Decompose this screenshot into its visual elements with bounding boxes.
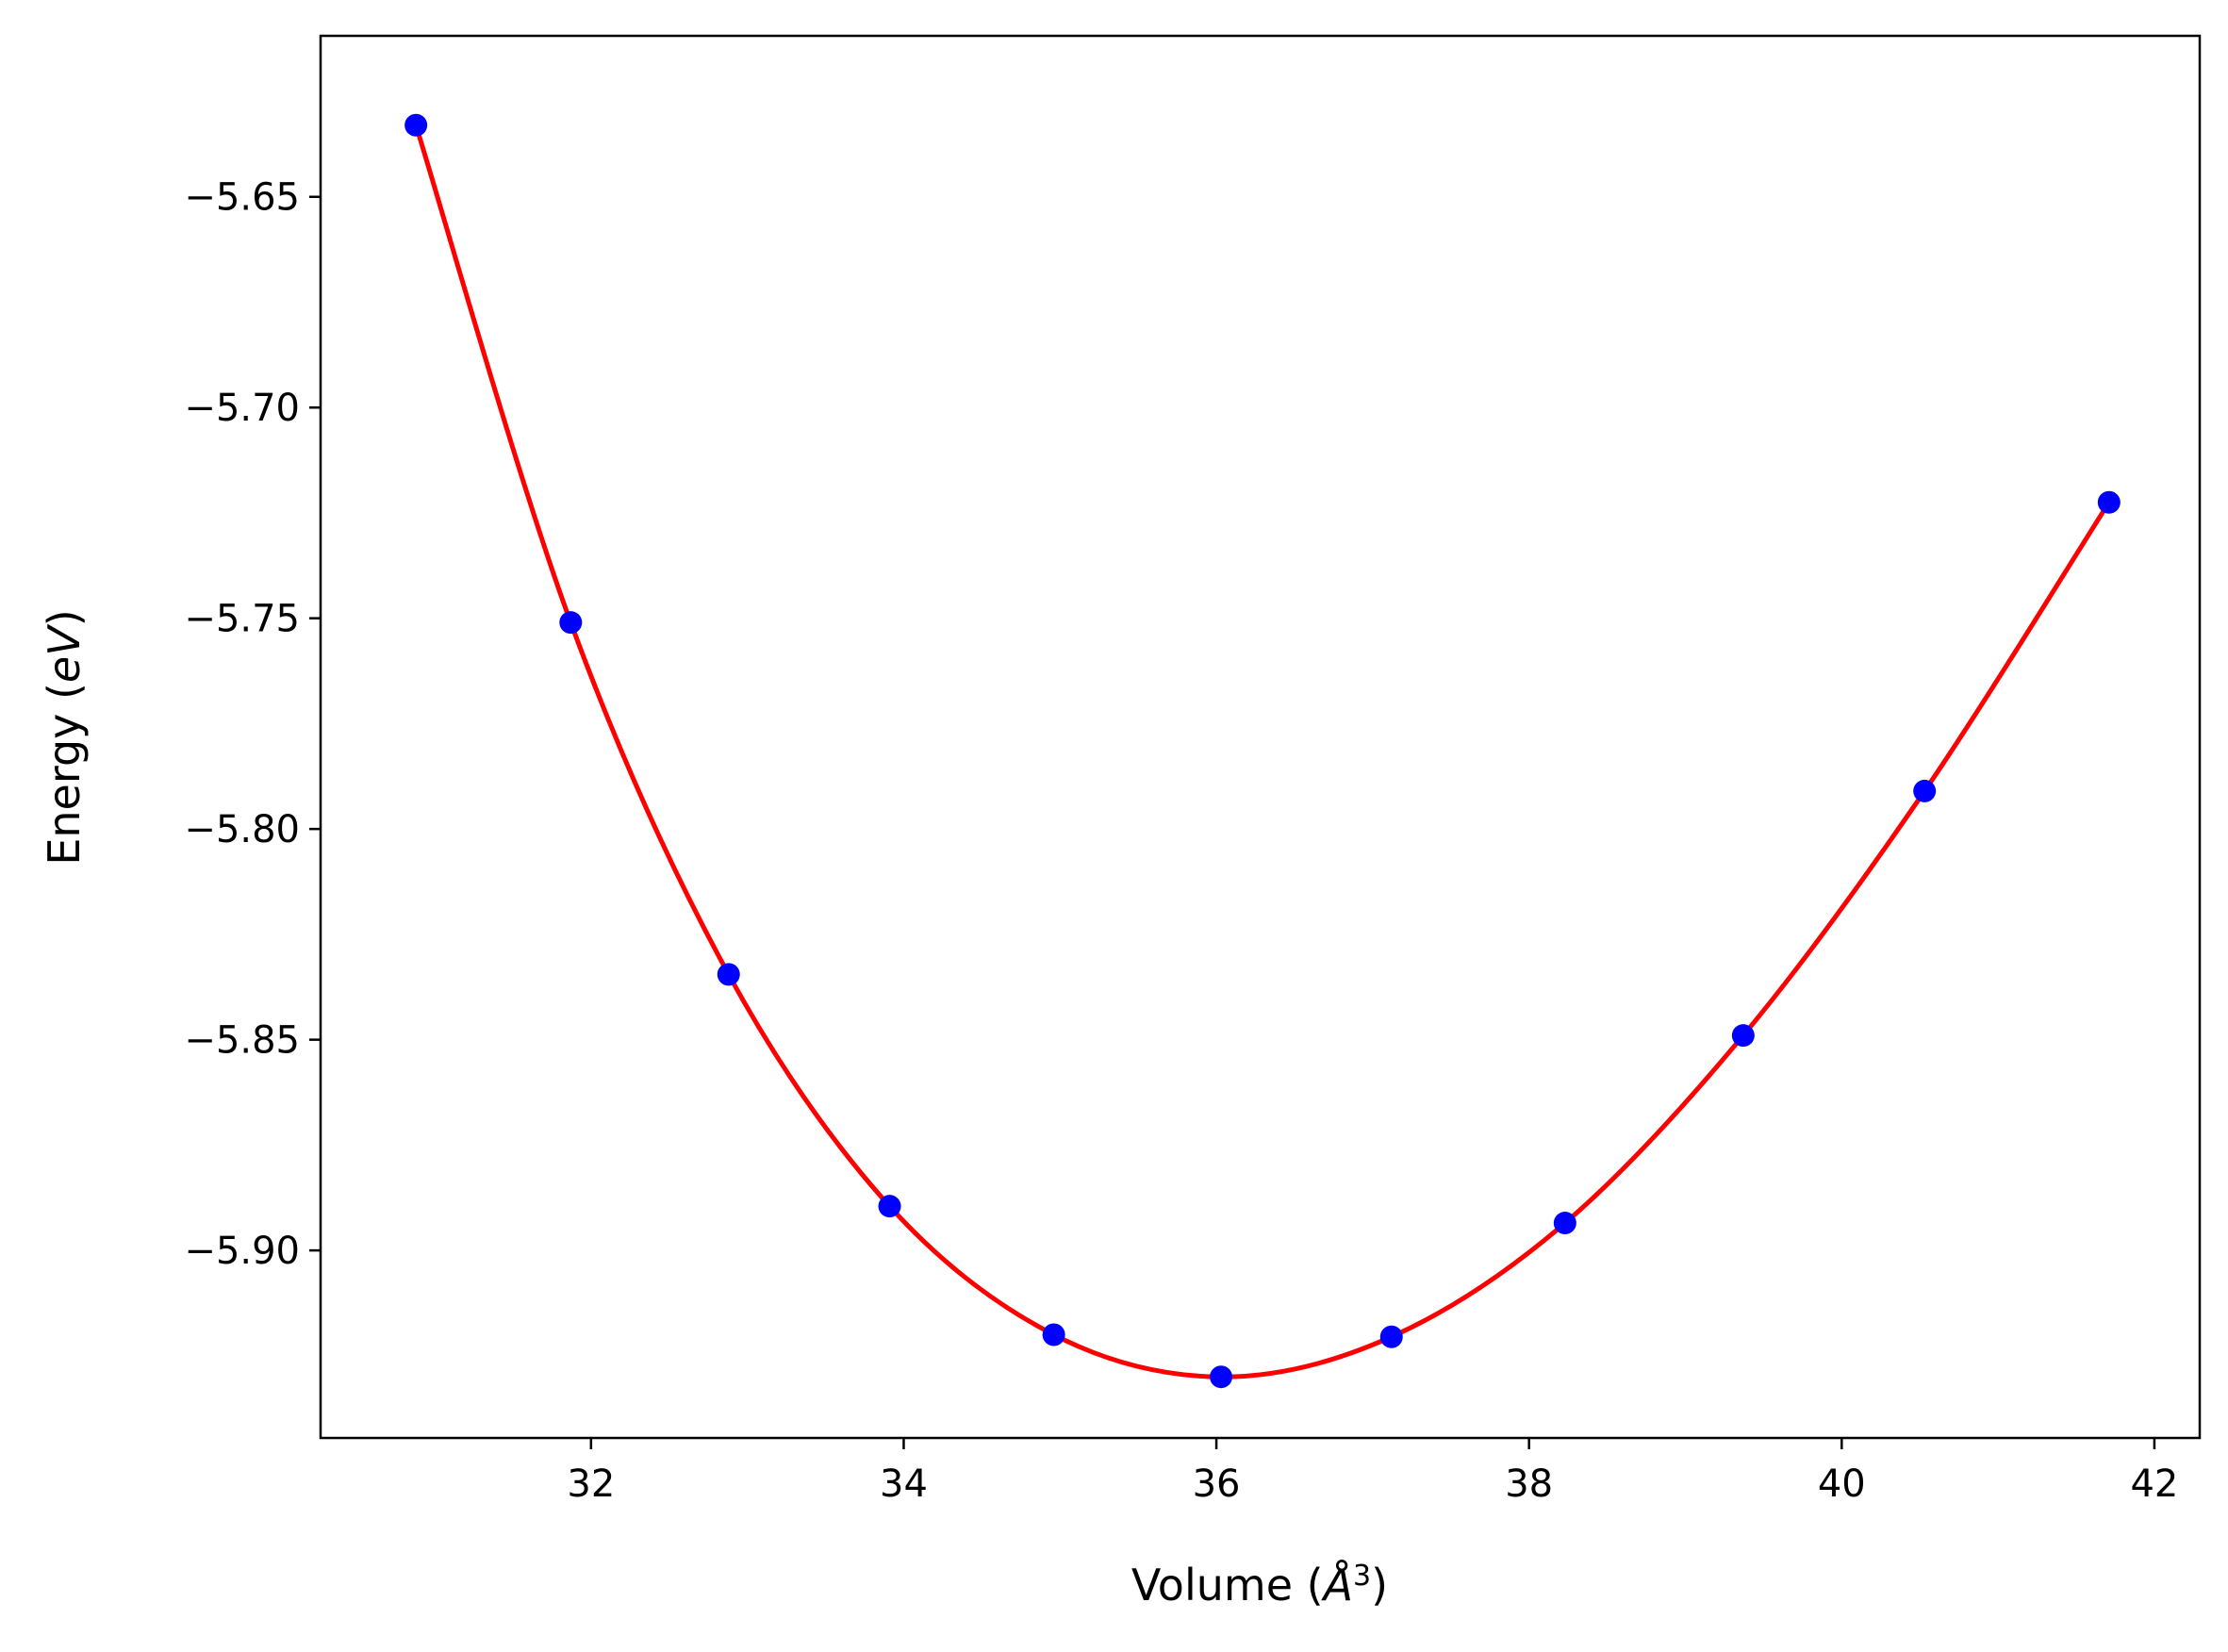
plot-frame [319, 34, 2202, 1440]
y-axis-ticks: −5.65 −5.70 −5.75 −5.80 −5.85 −5.90 [184, 176, 321, 1273]
data-point [1553, 1212, 1576, 1235]
y-tick-label: −5.85 [184, 1019, 300, 1063]
y-tick-label: −5.90 [184, 1230, 300, 1273]
x-tick-label: 40 [1818, 1462, 1866, 1506]
x-axis-label: Volume (Å3) [1131, 1560, 1388, 1611]
data-point [1379, 1325, 1403, 1348]
fit-curve-line [413, 124, 2111, 1379]
data-point [1913, 779, 1937, 802]
x-tick-label: 42 [2130, 1462, 2178, 1506]
data-point [1042, 1323, 1065, 1346]
fit-curve-layer [413, 124, 2111, 1379]
y-tick-label: −5.75 [184, 598, 300, 641]
y-tick-label: −5.80 [184, 808, 300, 851]
data-point [404, 113, 428, 137]
x-tick-label: 36 [1193, 1462, 1241, 1506]
x-tick-label: 32 [567, 1462, 615, 1506]
data-points-layer [404, 113, 2121, 1389]
y-tick-label: −5.70 [184, 387, 300, 430]
y-tick-label: −5.65 [184, 176, 300, 220]
x-tick-label: 34 [880, 1462, 928, 1506]
data-point [1731, 1024, 1755, 1048]
data-point [717, 963, 740, 986]
data-point [878, 1195, 901, 1218]
data-point [559, 611, 583, 635]
data-point [2097, 490, 2121, 514]
data-point [1210, 1365, 1233, 1389]
x-axis-ticks: 32 34 36 38 40 42 [567, 1438, 2178, 1506]
y-axis-label: Energy (eV) [39, 609, 90, 865]
x-tick-label: 38 [1505, 1462, 1553, 1506]
